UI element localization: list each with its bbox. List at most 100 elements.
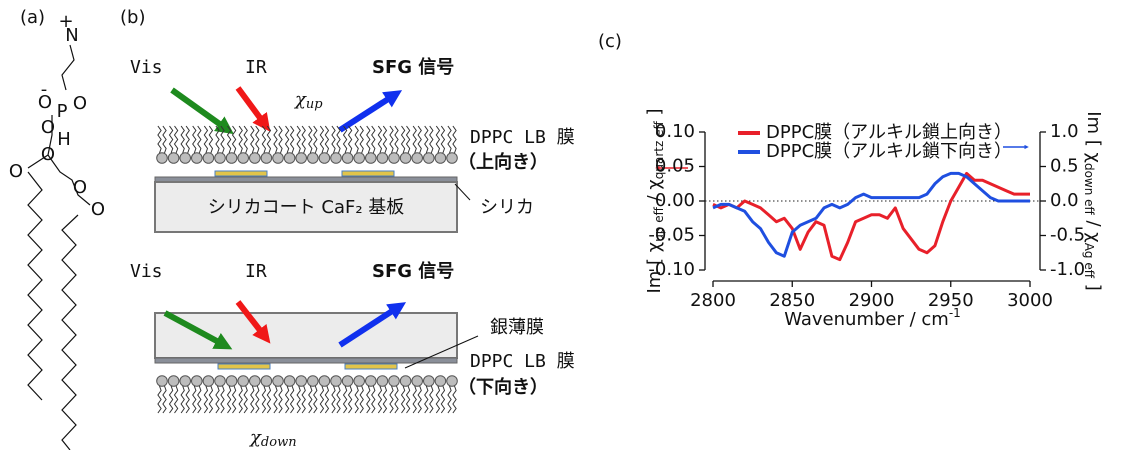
lipid-tail xyxy=(302,386,305,413)
lipid-tail xyxy=(204,386,207,413)
lipid-tail xyxy=(198,386,201,413)
atom-label: O xyxy=(41,117,55,138)
lipid-tail xyxy=(425,126,428,153)
lipid-head xyxy=(296,153,307,164)
lipid-tail xyxy=(244,126,247,153)
lipid-tail xyxy=(378,126,381,153)
lipid-head xyxy=(284,376,295,387)
lipid-head xyxy=(180,376,191,387)
lipid-head xyxy=(168,153,179,164)
lipid-tail xyxy=(441,386,444,413)
lipid-tail xyxy=(274,386,277,413)
lipid-head xyxy=(331,153,342,164)
lipid-tail xyxy=(418,386,421,413)
lipid-tail xyxy=(256,386,259,413)
lipid-tail xyxy=(360,126,363,153)
ir-label: IR xyxy=(245,57,267,78)
lipid-tail xyxy=(367,126,370,153)
lipid-tail xyxy=(402,386,405,413)
vis-label: Vis xyxy=(130,261,163,282)
y2label: Im [ χdown eff / χAg eff ] xyxy=(1083,111,1105,291)
lipid-tail xyxy=(221,126,224,153)
lipid-head xyxy=(238,153,249,164)
lipid-head xyxy=(389,376,400,387)
lipid-tail xyxy=(372,126,375,153)
lipid-tail xyxy=(291,126,294,153)
lipid-head xyxy=(389,153,400,164)
y2-tick-label: 0.0 xyxy=(1050,190,1079,211)
lipid-tail xyxy=(390,126,393,153)
vis-arrow xyxy=(172,90,228,130)
lipid-tail xyxy=(170,386,173,413)
panel-label: (c) xyxy=(598,31,622,52)
lipid-head xyxy=(261,376,272,387)
label-text: / χ xyxy=(1083,215,1104,243)
lipid-tail xyxy=(297,126,300,153)
lipid-tail xyxy=(332,386,335,413)
y2-tick-label: 0.5 xyxy=(1050,156,1079,177)
silver-strip xyxy=(215,171,267,176)
lipid-tail xyxy=(163,386,166,413)
sfg-arrow xyxy=(340,94,396,130)
lipid-tail xyxy=(349,126,352,153)
lipid-tail xyxy=(407,126,410,153)
lipid-head xyxy=(400,376,411,387)
lipid-head xyxy=(308,376,319,387)
label-text: ] xyxy=(644,108,665,121)
lipid-tail xyxy=(441,126,444,153)
lipid-tail xyxy=(286,386,289,413)
lipid-head xyxy=(435,153,446,164)
lipid-head xyxy=(342,153,353,164)
lipid-tail xyxy=(244,386,247,413)
lipid-tail xyxy=(209,126,212,153)
atom-label: O xyxy=(38,92,52,113)
label-sup: -1 xyxy=(949,306,961,320)
lipid-tail xyxy=(325,386,328,413)
atom-label: O xyxy=(9,161,23,182)
lipid-tail xyxy=(286,126,289,153)
lipid-head xyxy=(203,153,214,164)
chi-sub: down xyxy=(261,435,297,450)
lipid-tail xyxy=(436,386,439,413)
label-text: Im [ χ xyxy=(644,242,665,294)
lipid-head xyxy=(238,376,249,387)
lipid-tail xyxy=(239,126,242,153)
lipid-head xyxy=(157,153,168,164)
lipid-tail xyxy=(216,386,219,413)
ir-arrow xyxy=(238,88,266,126)
lipid-tail xyxy=(337,126,340,153)
x-tick-label: 2850 xyxy=(769,290,815,311)
lipid-tail xyxy=(418,126,421,153)
chi-label: χup xyxy=(293,89,323,112)
lipid-head xyxy=(284,153,295,164)
sfg-label: SFG 信号 xyxy=(372,260,454,282)
lipid-tail xyxy=(262,126,265,153)
lipid-tail xyxy=(355,126,358,153)
lipid-head xyxy=(261,153,272,164)
lipid-tail xyxy=(337,386,340,413)
lipid-tail xyxy=(448,386,451,413)
atom-label: O xyxy=(91,199,105,220)
label-text: ] xyxy=(1083,278,1104,291)
lipid-head xyxy=(273,376,284,387)
lipid-tail xyxy=(175,126,178,153)
lipid-tail xyxy=(198,126,201,153)
lipid-tail xyxy=(314,386,317,413)
ir-label: IR xyxy=(245,261,267,282)
chi-symbol: χ xyxy=(248,427,262,448)
lipid-tail xyxy=(453,126,456,153)
silver-strip xyxy=(218,364,270,369)
label-text: / χ xyxy=(644,179,665,207)
y2-tick-label: -1.0 xyxy=(1050,259,1085,280)
lipid-tail xyxy=(209,386,212,413)
lipid-tail xyxy=(262,386,265,413)
lipid-tail xyxy=(175,386,178,413)
silver-strip xyxy=(342,171,394,176)
lipid-tail xyxy=(186,386,189,413)
lipid-tail xyxy=(320,126,323,153)
silver-strip xyxy=(345,364,397,369)
lipid-tail xyxy=(228,126,231,153)
lipid-tail xyxy=(309,386,312,413)
lipid-tail xyxy=(251,126,254,153)
lipid-head xyxy=(342,376,353,387)
